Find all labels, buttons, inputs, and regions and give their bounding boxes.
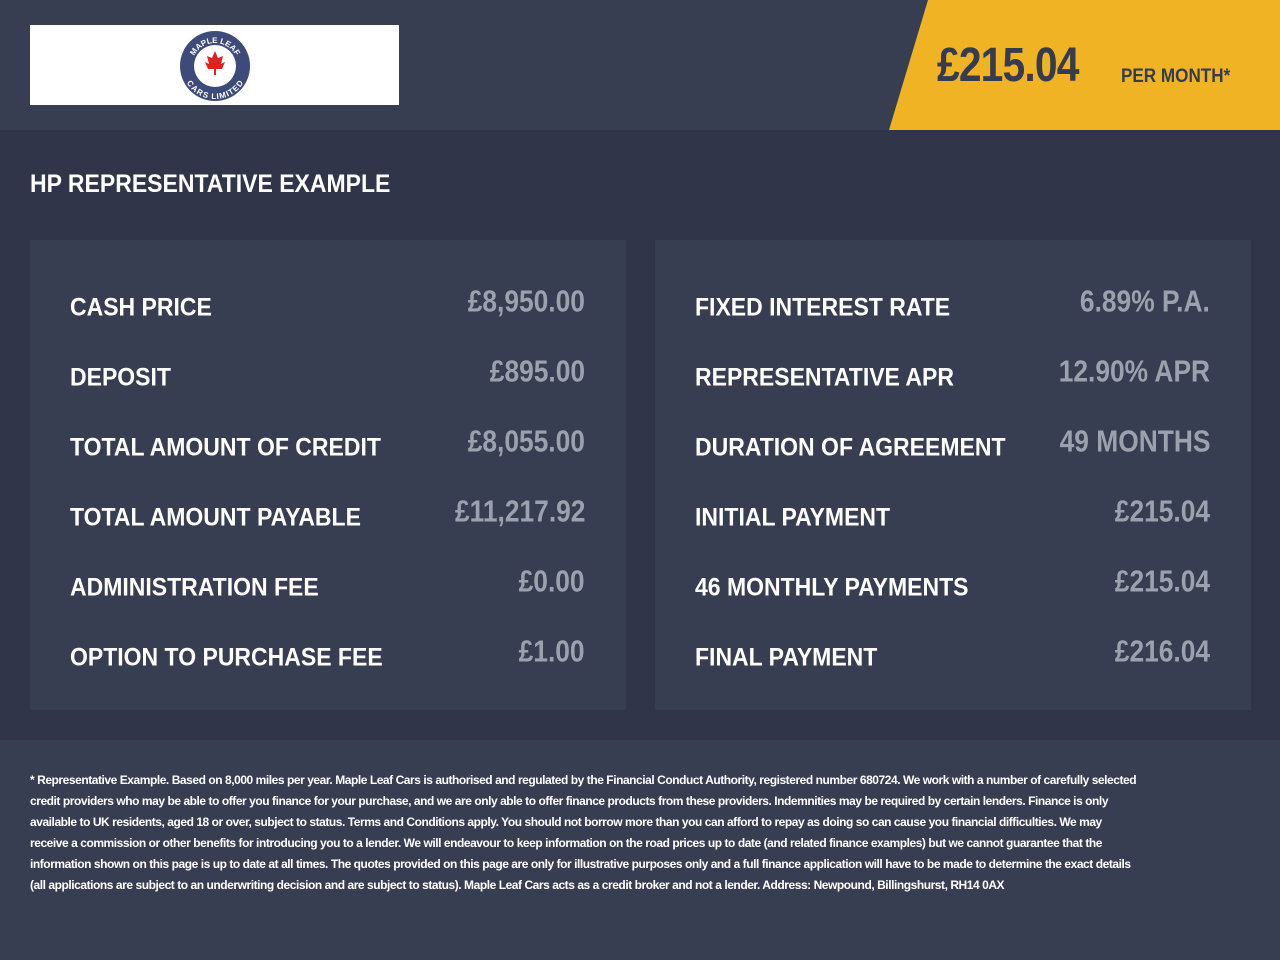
row-value: £216.04 <box>1114 633 1210 669</box>
table-row: INITIAL PAYMENT £215.04 <box>695 493 1210 535</box>
row-value: £0.00 <box>519 563 585 599</box>
maple-leaf <box>205 51 225 75</box>
row-value: £215.04 <box>1114 563 1210 599</box>
table-row: FINAL PAYMENT £216.04 <box>695 633 1210 675</box>
table-row: DURATION OF AGREEMENT 49 MONTHS <box>695 423 1210 465</box>
row-label: INITIAL PAYMENT <box>695 503 891 532</box>
table-row: OPTION TO PURCHASE FEE £1.00 <box>70 633 585 675</box>
logo-graphic: MAPLE LEAF CARS LIMITED <box>180 31 250 101</box>
row-value: 6.89% P.A. <box>1080 283 1210 319</box>
row-label: DURATION OF AGREEMENT <box>695 433 1006 462</box>
row-label: 46 MONTHLY PAYMENTS <box>695 573 969 602</box>
row-label: OPTION TO PURCHASE FEE <box>70 643 383 672</box>
row-label: TOTAL AMOUNT PAYABLE <box>70 503 361 532</box>
price-banner <box>889 0 1280 130</box>
row-value: £1.00 <box>519 633 585 669</box>
table-row: 46 MONTHLY PAYMENTS £215.04 <box>695 563 1210 605</box>
row-value: £11,217.92 <box>454 493 585 529</box>
row-value: 12.90% APR <box>1058 353 1210 389</box>
logo: MAPLE LEAF CARS LIMITED <box>30 25 399 105</box>
disclaimer: * Representative Example. Based on 8,000… <box>30 773 1137 892</box>
right-panel: FIXED INTEREST RATE 6.89% P.A. REPRESENTAT… <box>655 240 1251 710</box>
row-value: 49 MONTHS <box>1059 423 1210 459</box>
table-row: FIXED INTEREST RATE 6.89% P.A. <box>695 283 1210 325</box>
table-row: TOTAL AMOUNT PAYABLE £11,217.92 <box>70 493 585 535</box>
row-label: DEPOSIT <box>70 363 171 392</box>
table-row: ADMINISTRATION FEE £0.00 <box>70 563 585 605</box>
row-label: REPRESENTATIVE APR <box>695 363 955 392</box>
row-value: £8,950.00 <box>467 283 585 319</box>
monthly-price: £215.04 <box>937 39 1079 92</box>
row-value: £215.04 <box>1114 493 1210 529</box>
table-row: REPRESENTATIVE APR 12.90% APR <box>695 353 1210 395</box>
section-title: HP REPRESENTATIVE EXAMPLE <box>30 170 391 198</box>
row-label: CASH PRICE <box>70 293 212 322</box>
row-value: £8,055.00 <box>467 423 585 459</box>
row-value: £895.00 <box>489 353 585 389</box>
left-panel: CASH PRICE £8,950.00 DEPOSIT £895.00 TOTAL A… <box>30 240 626 710</box>
row-label: FIXED INTEREST RATE <box>695 293 951 322</box>
header: MAPLE LEAF CARS LIMITED £215.04 PER MONT… <box>0 0 1280 130</box>
row-label: FINAL PAYMENT <box>695 643 878 672</box>
price-suffix: PER MONTH* <box>1121 66 1231 87</box>
table-row: TOTAL AMOUNT OF CREDIT £8,055.00 <box>70 423 585 465</box>
row-label: TOTAL AMOUNT OF CREDIT <box>70 433 381 462</box>
row-label: ADMINISTRATION FEE <box>70 573 319 602</box>
footer: * Representative Example. Based on 8,000… <box>0 740 1280 960</box>
table-row: DEPOSIT £895.00 <box>70 353 585 395</box>
table-row: CASH PRICE £8,950.00 <box>70 283 585 325</box>
